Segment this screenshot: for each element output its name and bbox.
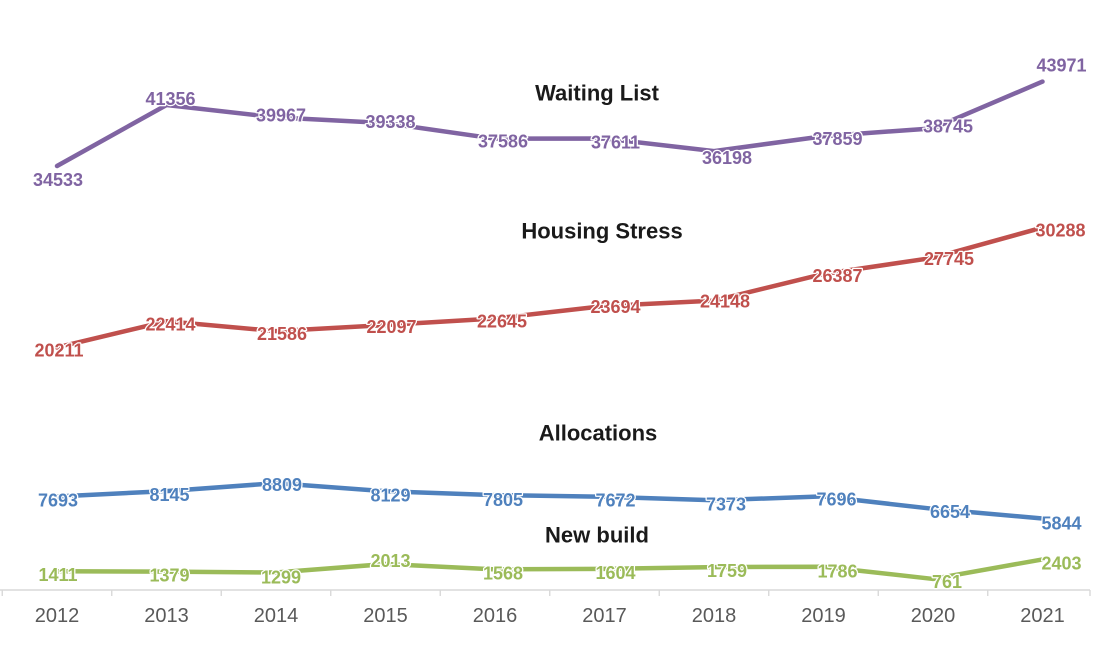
series-line-waiting-list bbox=[54, 79, 1045, 169]
series-title-housing-stress: Housing Stress bbox=[521, 219, 682, 244]
data-label-new-build-2012: 1411 bbox=[38, 565, 77, 585]
data-label-housing-stress-2020: 27745 bbox=[924, 249, 974, 269]
data-label-new-build-2013: 1379 bbox=[149, 566, 189, 586]
data-label-new-build-2021: 2403 bbox=[1041, 553, 1081, 573]
x-axis-label-2019: 2019 bbox=[801, 605, 846, 627]
data-label-housing-stress-2014: 21586 bbox=[257, 324, 307, 344]
data-label-housing-stress-2015: 22097 bbox=[366, 317, 416, 337]
data-label-waiting-list-2020: 38745 bbox=[923, 116, 973, 136]
data-label-new-build-2014: 1299 bbox=[261, 568, 301, 588]
x-axis-labels: 2012 2013 2014 2015 2016 2017 2018 2019 2020 2021 bbox=[35, 605, 1065, 627]
x-axis-label-2021: 2021 bbox=[1020, 605, 1065, 627]
data-labels-housing-stress: 20211 22414 21586 22097 22645 23694 24148 26387… bbox=[33, 219, 1087, 361]
x-axis-label-2018: 2018 bbox=[692, 605, 737, 627]
data-label-waiting-list-2015: 39338 bbox=[365, 112, 415, 132]
x-axis bbox=[0, 589, 1091, 596]
data-label-new-build-2019: 1786 bbox=[817, 562, 857, 582]
data-label-allocations-2015: 8129 bbox=[370, 485, 410, 505]
data-label-allocations-2018: 7373 bbox=[706, 494, 746, 514]
data-label-waiting-list-2021: 43971 bbox=[1036, 56, 1086, 76]
data-label-waiting-list-2017: 37611 bbox=[591, 132, 640, 152]
data-label-waiting-list-2012: 34533 bbox=[33, 170, 83, 190]
data-label-waiting-list-2016: 37586 bbox=[478, 132, 528, 152]
data-label-housing-stress-2017: 23694 bbox=[590, 297, 640, 317]
data-label-allocations-2021: 5844 bbox=[1041, 513, 1081, 533]
data-label-housing-stress-2019: 26387 bbox=[812, 266, 862, 286]
data-label-allocations-2013: 8145 bbox=[149, 485, 189, 505]
x-axis-label-2020: 2020 bbox=[911, 605, 956, 627]
data-label-new-build-2016: 1568 bbox=[483, 563, 523, 583]
data-label-new-build-2017: 1604 bbox=[595, 563, 635, 583]
x-axis-label-2015: 2015 bbox=[363, 605, 408, 627]
series-line-housing-stress bbox=[54, 225, 1045, 350]
data-labels-allocations: 7693 8145 8809 8129 7805 7672 7373 7696 6654 5844 bbox=[37, 474, 1083, 535]
data-label-allocations-2019: 7696 bbox=[816, 489, 856, 509]
series-title-allocations: Allocations bbox=[539, 421, 658, 446]
data-label-new-build-2015: 2013 bbox=[370, 551, 410, 571]
data-labels-waiting-list: 34533 41356 39967 39338 37586 37611 36198 37859… bbox=[32, 54, 1088, 191]
data-labels-new-build: 1411 1379 1299 2013 1568 1604 1759 1786 761 2403 bbox=[37, 550, 1083, 593]
data-label-housing-stress-2021: 30288 bbox=[1035, 221, 1085, 241]
data-label-housing-stress-2016: 22645 bbox=[477, 312, 527, 332]
data-label-new-build-2020: 761 bbox=[932, 572, 962, 592]
series-title-waiting-list: Waiting List bbox=[535, 81, 660, 106]
data-label-waiting-list-2013: 41356 bbox=[145, 89, 195, 109]
x-axis-label-2012: 2012 bbox=[35, 605, 80, 627]
x-axis-label-2013: 2013 bbox=[144, 605, 189, 627]
data-label-housing-stress-2018: 24148 bbox=[700, 292, 750, 312]
series-line-allocations bbox=[54, 480, 1045, 521]
data-label-allocations-2017: 7672 bbox=[595, 491, 635, 511]
data-label-housing-stress-2012: 20211 bbox=[34, 340, 83, 360]
data-label-waiting-list-2014: 39967 bbox=[256, 105, 306, 125]
series-line-new-build bbox=[54, 557, 1045, 582]
data-label-waiting-list-2018: 36198 bbox=[702, 148, 752, 168]
data-label-allocations-2012: 7693 bbox=[38, 490, 78, 510]
data-label-new-build-2018: 1759 bbox=[707, 561, 747, 581]
data-label-housing-stress-2013: 22414 bbox=[145, 314, 195, 334]
x-axis-label-2016: 2016 bbox=[473, 605, 518, 627]
x-axis-label-2017: 2017 bbox=[582, 605, 627, 627]
data-label-allocations-2014: 8809 bbox=[262, 475, 302, 495]
data-label-allocations-2016: 7805 bbox=[483, 490, 523, 510]
x-axis-label-2014: 2014 bbox=[254, 605, 299, 627]
data-label-allocations-2020: 6654 bbox=[930, 502, 970, 522]
series-title-new-build: New build bbox=[545, 523, 649, 548]
data-label-waiting-list-2019: 37859 bbox=[812, 129, 862, 149]
